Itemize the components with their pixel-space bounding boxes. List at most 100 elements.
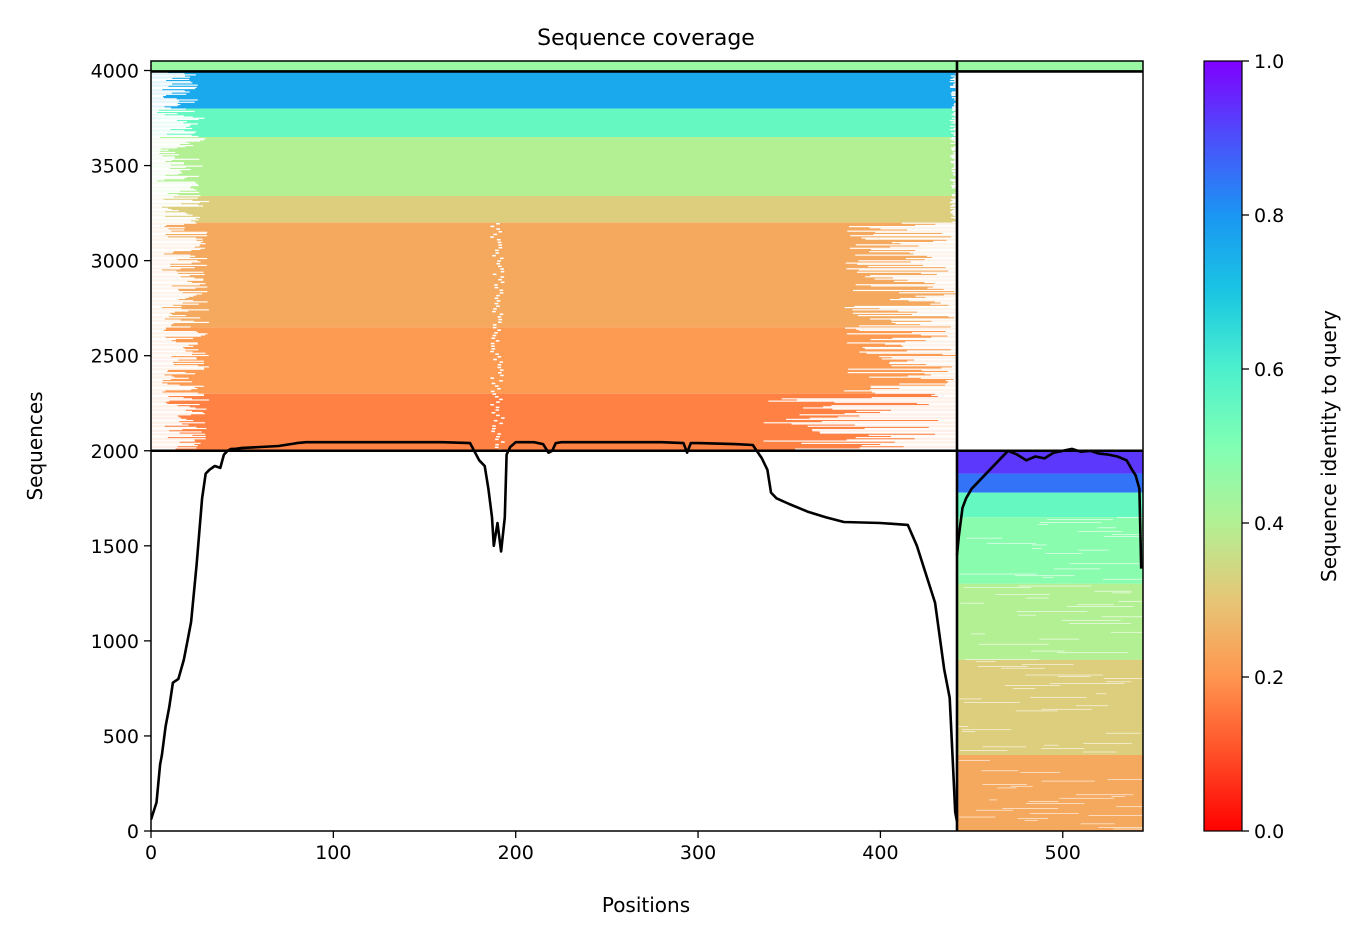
gap-mark [151, 134, 192, 136]
gap-mark [952, 210, 957, 212]
gap-mark [954, 98, 957, 100]
gap-mark [151, 199, 193, 201]
gap-mark [492, 425, 496, 427]
coverage-gaps [151, 70, 1143, 830]
gap-mark [1004, 684, 1061, 686]
gap-mark [495, 443, 499, 446]
gap-mark [151, 190, 181, 192]
gap-mark [953, 133, 957, 135]
gap-mark [847, 372, 957, 374]
gap-mark [151, 366, 210, 368]
gap-mark [151, 132, 195, 134]
gap-mark [820, 432, 957, 434]
gap-mark [846, 268, 957, 270]
gap-mark [898, 310, 957, 312]
gap-mark [952, 186, 957, 188]
gap-mark [496, 262, 501, 265]
gap-mark [855, 254, 957, 256]
x-tick-label: 100 [315, 842, 351, 864]
gap-mark [151, 135, 199, 138]
gap-mark [950, 161, 957, 163]
gap-mark [151, 308, 182, 310]
gap-mark [490, 390, 495, 393]
gap-mark [151, 425, 165, 427]
gap-mark [151, 311, 175, 313]
gap-mark [823, 406, 957, 408]
gap-mark [936, 273, 957, 276]
gap-mark [151, 272, 178, 274]
gap-mark [151, 289, 179, 292]
gap-mark [151, 265, 171, 268]
gap-mark [151, 214, 193, 216]
gap-mark [1068, 563, 1143, 565]
gap-mark [1025, 597, 1049, 599]
plot-frame [150, 60, 1144, 832]
gap-mark [852, 289, 957, 292]
gap-mark [151, 158, 200, 160]
gap-mark [970, 633, 986, 635]
gap-mark [864, 427, 957, 430]
gap-mark [975, 661, 996, 662]
gap-mark [950, 211, 957, 213]
gap-mark [151, 210, 179, 212]
gap-mark [499, 313, 504, 316]
colorbar-axis: 0.0 0.2 0.4 0.6 0.8 1.0 [1242, 51, 1284, 843]
gap-mark [151, 309, 210, 311]
gap-mark [151, 388, 198, 390]
gap-mark [151, 115, 184, 117]
gap-mark [151, 108, 187, 110]
gap-mark [855, 437, 957, 439]
gap-mark [894, 441, 957, 443]
gap-mark [856, 328, 957, 330]
gap-mark [151, 117, 205, 119]
gap-mark [865, 348, 957, 350]
gap-mark [498, 321, 502, 323]
gap-mark [950, 198, 957, 200]
gap-mark [949, 81, 957, 83]
gap-mark [151, 333, 208, 335]
gap-mark [151, 130, 185, 132]
gap-mark [490, 377, 495, 379]
gap-mark [1025, 674, 1104, 676]
gap-mark [498, 278, 502, 281]
gap-mark [953, 165, 957, 167]
gap-mark [151, 342, 198, 344]
gap-mark [951, 148, 957, 150]
gap-mark [151, 296, 189, 298]
gap-mark [1030, 696, 1087, 698]
gap-mark [151, 202, 200, 204]
gap-mark [151, 196, 174, 198]
gap-mark [151, 138, 206, 140]
y-tick-label: 2000 [91, 441, 139, 463]
gap-mark [151, 299, 179, 301]
gap-mark [958, 698, 982, 700]
gap-mark [952, 173, 957, 175]
gap-mark [151, 324, 172, 326]
gap-mark [931, 320, 957, 322]
gap-mark [926, 364, 957, 366]
gap-mark [844, 413, 957, 415]
gap-mark [894, 280, 957, 282]
gap-mark [903, 446, 957, 448]
gap-mark [1018, 614, 1036, 616]
gap-mark [151, 114, 165, 116]
gap-mark [151, 219, 199, 221]
gap-mark [884, 343, 957, 345]
gap-mark [151, 107, 171, 109]
chart-title: Sequence coverage [537, 26, 755, 51]
gap-mark [950, 155, 957, 157]
gap-mark [492, 326, 497, 329]
gap-mark [951, 97, 957, 99]
gap-mark [151, 98, 177, 100]
gap-mark [151, 439, 195, 441]
gap-mark [862, 346, 957, 349]
gap-mark [963, 587, 1031, 589]
gap-mark [151, 264, 207, 266]
gap-mark [848, 226, 957, 228]
gap-mark [1116, 806, 1143, 808]
colorbar-tick-label: 0.0 [1254, 821, 1284, 843]
gap-mark [1107, 779, 1143, 780]
gap-mark [496, 238, 501, 241]
gap-mark [907, 279, 957, 281]
